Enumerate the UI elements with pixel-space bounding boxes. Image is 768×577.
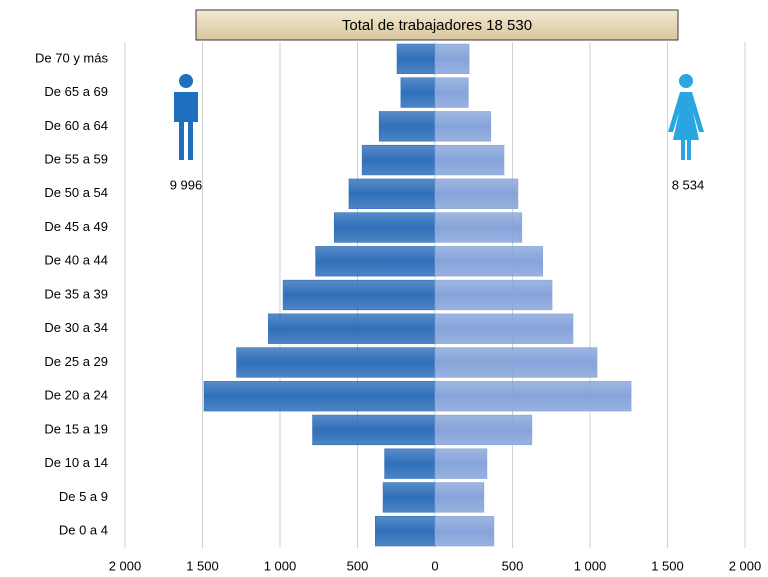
annotation: 8 534 bbox=[672, 177, 705, 192]
bar bbox=[282, 279, 436, 311]
bar bbox=[382, 482, 436, 513]
bar bbox=[375, 515, 436, 547]
y-tick-label: De 30 a 34 bbox=[44, 320, 108, 335]
bar bbox=[434, 43, 470, 75]
bar bbox=[312, 414, 436, 446]
x-tick-label: 0 bbox=[431, 558, 438, 573]
bar bbox=[434, 313, 574, 344]
man-icon bbox=[174, 74, 198, 160]
bar bbox=[434, 347, 598, 378]
bar bbox=[434, 414, 533, 446]
bar bbox=[384, 448, 436, 479]
y-tick-label: De 10 a 14 bbox=[44, 455, 108, 470]
x-tick-label: 1 000 bbox=[264, 558, 297, 573]
y-tick-label: De 45 a 49 bbox=[44, 219, 108, 234]
y-tick-label: De 40 a 44 bbox=[44, 253, 108, 268]
woman-icon bbox=[668, 74, 704, 160]
x-tick-label: 2 000 bbox=[729, 558, 762, 573]
bar bbox=[434, 515, 495, 547]
y-tick-label: De 60 a 64 bbox=[44, 118, 108, 133]
bar bbox=[434, 111, 492, 142]
bar bbox=[268, 313, 436, 344]
annotation: 9 996 bbox=[170, 177, 203, 192]
bar bbox=[434, 178, 519, 209]
bar bbox=[378, 111, 436, 142]
bar bbox=[333, 212, 436, 243]
y-tick-label: De 70 y más bbox=[35, 50, 108, 65]
bar bbox=[434, 77, 469, 108]
x-tick-label: 1 500 bbox=[651, 558, 684, 573]
y-tick-label: De 55 a 59 bbox=[44, 152, 108, 167]
y-tick-label: De 0 a 4 bbox=[59, 523, 108, 538]
bar bbox=[434, 482, 485, 513]
x-tick-label: 1 000 bbox=[574, 558, 607, 573]
bar bbox=[434, 246, 544, 277]
bar bbox=[400, 77, 436, 108]
y-tick-label: De 35 a 39 bbox=[44, 286, 108, 301]
bar bbox=[236, 347, 436, 378]
bar bbox=[434, 279, 553, 311]
x-tick-label: 2 000 bbox=[109, 558, 142, 573]
bar bbox=[361, 144, 436, 176]
y-tick-label: De 50 a 54 bbox=[44, 185, 108, 200]
bar bbox=[434, 212, 523, 243]
y-tick-label: De 25 a 29 bbox=[44, 354, 108, 369]
y-tick-label: De 20 a 24 bbox=[44, 388, 108, 403]
bar bbox=[434, 144, 505, 176]
y-tick-label: De 15 a 19 bbox=[44, 421, 108, 436]
bar bbox=[203, 381, 436, 412]
x-tick-label: 1 500 bbox=[186, 558, 219, 573]
x-tick-label: 500 bbox=[502, 558, 524, 573]
y-tick-label: De 65 a 69 bbox=[44, 84, 108, 99]
x-tick-label: 500 bbox=[347, 558, 369, 573]
chart-title: Total de trabajadores 18 530 bbox=[342, 17, 532, 34]
bar bbox=[315, 246, 436, 277]
title-box bbox=[195, 9, 679, 41]
y-tick-label: De 5 a 9 bbox=[59, 489, 108, 504]
bar bbox=[348, 178, 436, 209]
bar bbox=[396, 43, 436, 75]
bar bbox=[434, 381, 632, 412]
bar bbox=[434, 448, 488, 479]
